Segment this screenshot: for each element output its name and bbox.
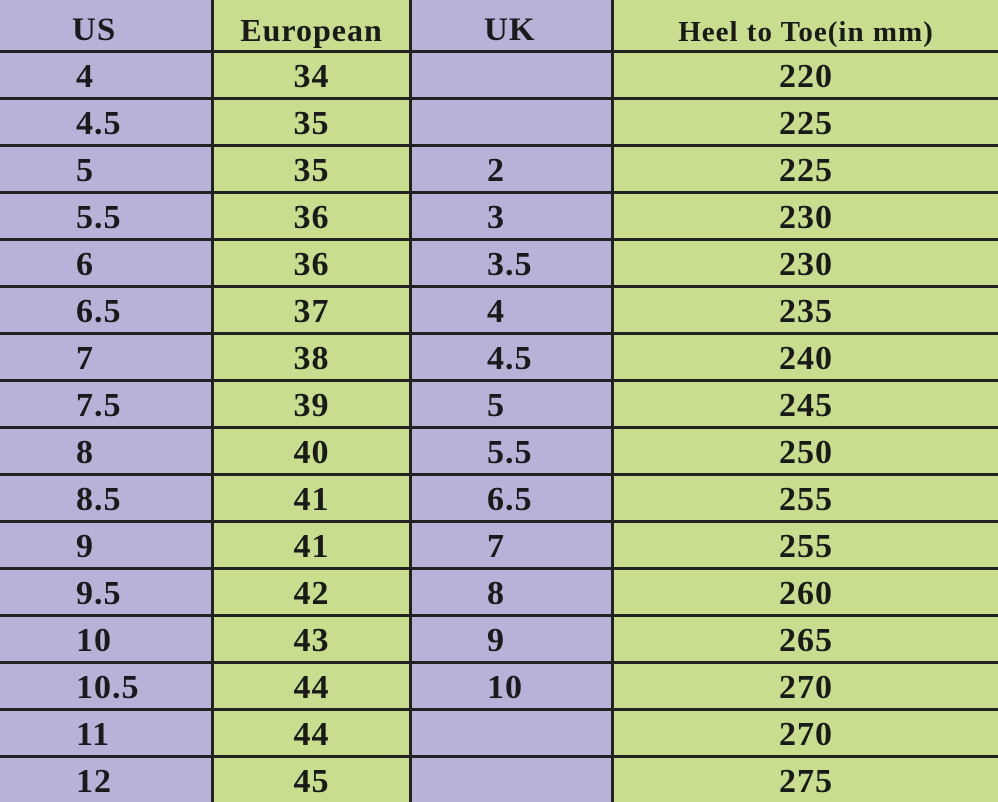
table-cell: 2 [412,147,611,191]
table-cell: 36 [214,194,409,238]
header-cell: Heel to Toe(in mm) [614,0,998,50]
table-cell: 37 [214,288,409,332]
table-cell: 9 [412,617,611,661]
table-cell: 225 [614,147,998,191]
table-cell [412,711,611,755]
table-cell: 8.5 [0,476,211,520]
table-cell: 41 [214,523,409,567]
table-cell: 5 [0,147,211,191]
table-cell: 245 [614,382,998,426]
table-cell: 5 [412,382,611,426]
table-cell: 4 [412,288,611,332]
table-cell: 8 [412,570,611,614]
table-cell [412,53,611,97]
table-cell: 38 [214,335,409,379]
table-cell: 11 [0,711,211,755]
table-cell: 3 [412,194,611,238]
table-cell: 35 [214,100,409,144]
table-cell [412,758,611,802]
table-cell: 43 [214,617,409,661]
table-cell: 9.5 [0,570,211,614]
table-cell: 5.5 [412,429,611,473]
table-cell: 270 [614,711,998,755]
table-cell: 36 [214,241,409,285]
table-cell: 6.5 [412,476,611,520]
table-cell: 40 [214,429,409,473]
table-cell: 270 [614,664,998,708]
table-cell: 4 [0,53,211,97]
table-cell: 7 [0,335,211,379]
table-cell: 275 [614,758,998,802]
table-cell: 39 [214,382,409,426]
table-cell: 10.5 [0,664,211,708]
table-cell: 3.5 [412,241,611,285]
table-cell: 6.5 [0,288,211,332]
header-cell: European [214,0,409,50]
table-cell: 44 [214,711,409,755]
table-cell: 35 [214,147,409,191]
table-cell: 235 [614,288,998,332]
header-cell: UK [412,0,611,50]
table-cell: 7 [412,523,611,567]
table-cell: 230 [614,194,998,238]
table-cell: 9 [0,523,211,567]
table-cell: 34 [214,53,409,97]
table-cell: 240 [614,335,998,379]
table-cell: 6 [0,241,211,285]
table-cell: 250 [614,429,998,473]
table-cell: 7.5 [0,382,211,426]
table-cell: 225 [614,100,998,144]
table-cell: 5.5 [0,194,211,238]
table-cell: 255 [614,476,998,520]
table-cell: 230 [614,241,998,285]
table-cell: 10 [412,664,611,708]
table-cell: 10 [0,617,211,661]
table-cell: 41 [214,476,409,520]
table-cell: 44 [214,664,409,708]
table-cell: 45 [214,758,409,802]
table-cell [412,100,611,144]
table-cell: 42 [214,570,409,614]
table-cell: 4.5 [412,335,611,379]
table-cell: 260 [614,570,998,614]
table-cell: 255 [614,523,998,567]
table-cell: 12 [0,758,211,802]
table-cell: 8 [0,429,211,473]
table-cell: 4.5 [0,100,211,144]
header-cell: US [0,0,211,50]
table-cell: 220 [614,53,998,97]
table-cell: 265 [614,617,998,661]
